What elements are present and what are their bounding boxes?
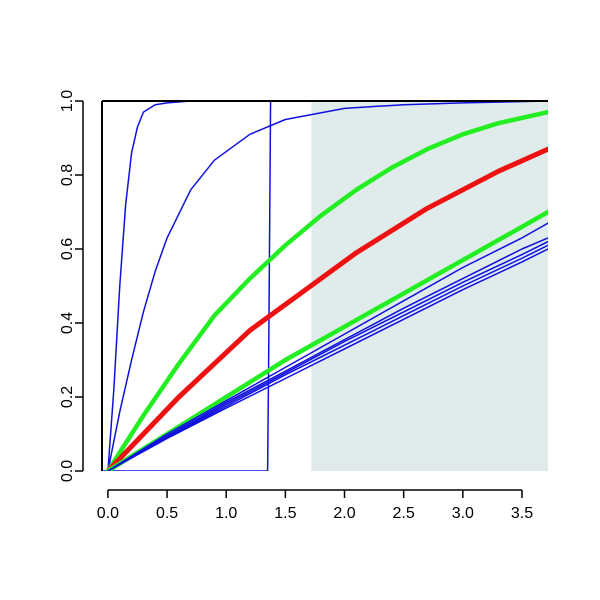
y-tick-label-4: 0.8	[59, 164, 76, 186]
x-tick-label-3: 1.5	[274, 505, 296, 522]
series-line-1	[107, 101, 548, 471]
series-line-3	[102, 101, 548, 471]
series-line-5	[105, 146, 548, 471]
x-tick-label-5: 2.5	[393, 505, 415, 522]
series-line-4	[105, 109, 548, 471]
x-tick-label-7: 3.5	[511, 505, 533, 522]
x-tick-label-2: 1.0	[215, 505, 237, 522]
axis-layer: 0.0 0.5 1.0 1.5 2.0 2.5 3.0 3.5 0.0 0.2 0.4 0.6 0.8 1…	[59, 90, 548, 522]
series-line-11	[107, 248, 548, 471]
x-tick-label-1: 0.5	[156, 505, 178, 522]
series-line-9	[107, 240, 548, 471]
x-tick-label-4: 2.0	[333, 505, 355, 522]
x-tick-label-6: 3.0	[452, 505, 474, 522]
series-line-2	[107, 101, 548, 471]
y-tick-label-3: 0.6	[59, 238, 76, 260]
y-tick-label-5: 1.0	[59, 90, 76, 112]
y-tick-label-0: 0.0	[59, 460, 76, 482]
series-line-7	[107, 222, 548, 471]
y-tick-label-2: 0.4	[59, 312, 76, 334]
x-tick-label-0: 0.0	[97, 505, 119, 522]
series-line-6	[105, 209, 548, 471]
series-line-10	[107, 244, 548, 471]
y-tick-label-1: 0.2	[59, 386, 76, 408]
series-layer	[102, 101, 548, 471]
series-line-8	[107, 237, 548, 471]
